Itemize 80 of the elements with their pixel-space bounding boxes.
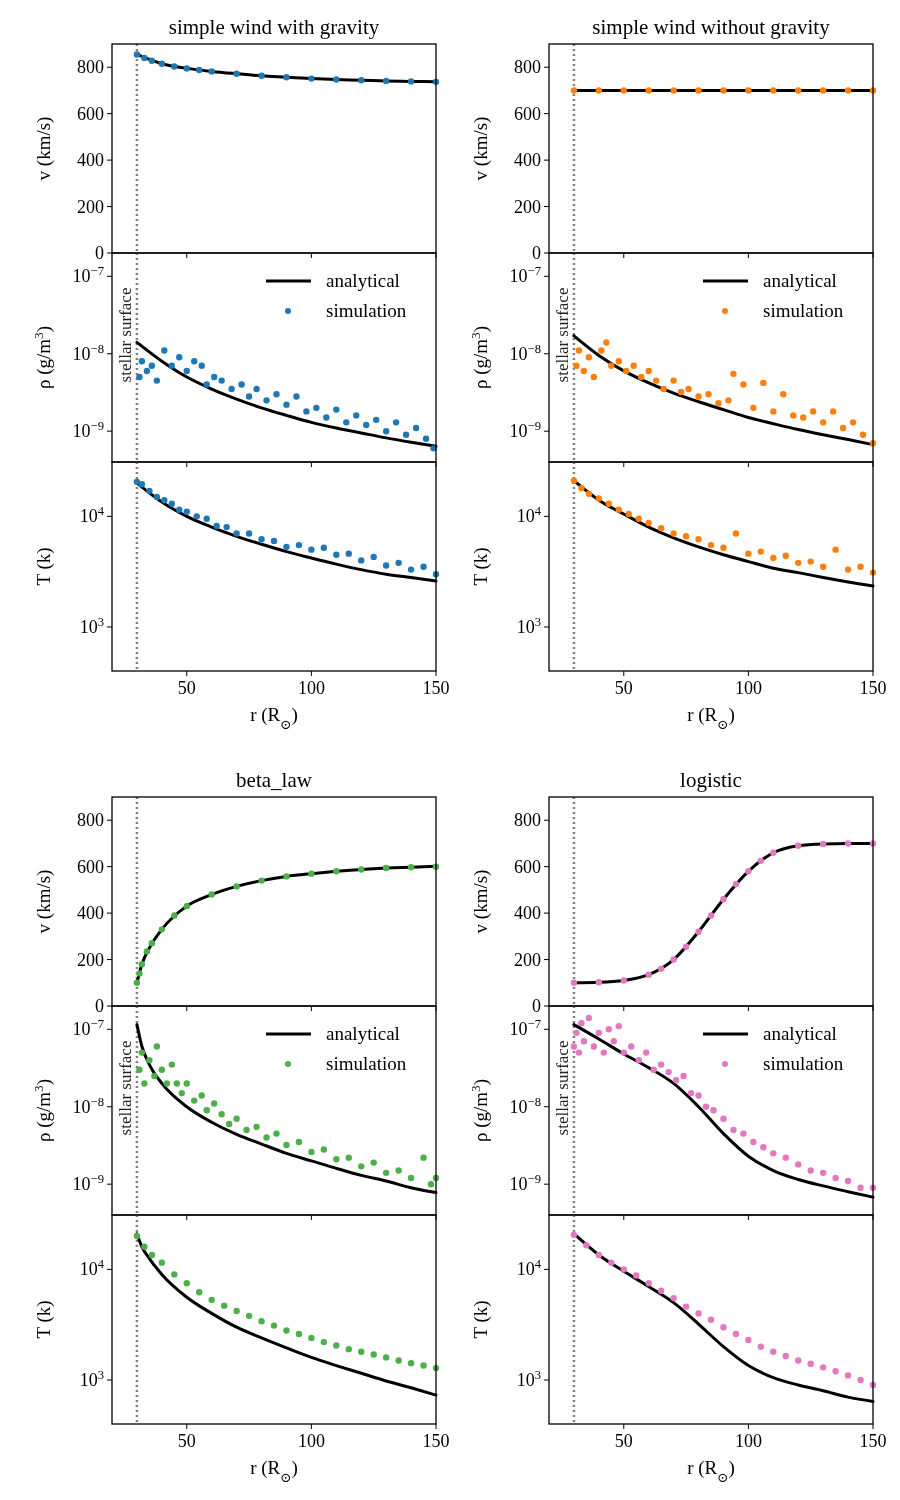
y-tick-label: 10$^{−8}$ [509,341,541,364]
y-tick-label: 10$^{−8}$ [72,1094,104,1117]
x-tick-label: 100 [297,1431,325,1451]
y-axis-title: v (km/s) [470,116,492,181]
y-tick-label: 200 [77,949,104,970]
ref-line-label: stellar surface [552,1040,572,1136]
y-tick-label: 10$^{4}$ [79,1257,105,1280]
chart-title: beta_law [236,768,313,792]
y-tick-label: 800 [77,810,104,831]
y-tick-label: 10$^{−8}$ [72,341,104,364]
ref-line-label: stellar surface [115,287,135,383]
y-axis-title: v (km/s) [33,116,55,181]
y-axis-title: T (k) [470,1300,492,1339]
x-tick-label: 100 [734,1431,762,1451]
x-axis-title: r (R$_{⊙}$) [687,704,735,732]
x-axis-title: r (R$_{⊙}$) [687,1457,735,1485]
y-tick-label: 600 [514,103,541,124]
y-tick-label: 400 [514,150,541,171]
y-axis-title: T (k) [470,547,492,586]
y-tick-label: 10$^{−9}$ [72,1172,104,1195]
y-tick-label: 800 [77,57,104,78]
x-tick-label: 50 [614,1431,633,1451]
y-tick-label: 0 [95,996,104,1016]
legend-label: simulation [326,300,407,321]
y-tick-label: 400 [514,903,541,924]
y-axis-title: v (km/s) [470,869,492,934]
legend-label: analytical [326,270,400,291]
chart-title: logistic [680,768,742,792]
y-tick-label: 400 [77,903,104,924]
x-tick-label: 150 [859,678,887,698]
y-axis-title: v (km/s) [33,869,55,934]
y-axis-title: T (k) [33,547,55,586]
chart-title: simple wind with gravity [168,15,380,39]
y-tick-label: 10$^{3}$ [79,614,104,637]
legend-label: analytical [326,1023,400,1044]
x-tick-label: 50 [614,678,633,698]
legend-label: simulation [326,1053,407,1074]
y-tick-label: 10$^{−7}$ [72,1017,104,1040]
y-tick-label: 800 [514,57,541,78]
legend-label: analytical [763,1023,837,1044]
x-tick-label: 50 [177,1431,196,1451]
y-tick-label: 600 [77,856,104,877]
x-tick-label: 100 [297,678,325,698]
legend-label: simulation [763,300,844,321]
y-tick-label: 0 [95,243,104,263]
y-tick-label: 10$^{−9}$ [509,419,541,442]
y-tick-label: 600 [77,103,104,124]
y-tick-label: 10$^{−8}$ [509,1094,541,1117]
legend-label: analytical [763,270,837,291]
y-tick-label: 0 [532,996,541,1016]
y-tick-label: 200 [77,196,104,217]
y-tick-label: 10$^{4}$ [516,1257,542,1280]
y-tick-label: 10$^{−7}$ [509,264,541,287]
ref-line-label: stellar surface [552,287,572,383]
ref-line-label: stellar surface [115,1040,135,1136]
x-tick-label: 150 [422,678,450,698]
x-axis-title: r (R$_{⊙}$) [250,704,298,732]
y-tick-label: 10$^{4}$ [516,504,542,527]
y-tick-label: 800 [514,810,541,831]
y-axis-title: T (k) [33,1300,55,1339]
x-tick-label: 50 [177,678,196,698]
y-tick-label: 10$^{3}$ [516,1367,541,1390]
chart-title: simple wind without gravity [592,15,831,39]
y-tick-label: 600 [514,856,541,877]
y-tick-label: 10$^{3}$ [516,614,541,637]
y-tick-label: 200 [514,196,541,217]
x-tick-label: 100 [734,678,762,698]
y-tick-label: 10$^{−7}$ [72,264,104,287]
x-tick-label: 150 [422,1431,450,1451]
y-tick-label: 10$^{−9}$ [72,419,104,442]
legend-label: simulation [763,1053,844,1074]
y-tick-label: 10$^{3}$ [79,1367,104,1390]
y-tick-label: 10$^{4}$ [79,504,105,527]
x-axis-title: r (R$_{⊙}$) [250,1457,298,1485]
y-tick-label: 200 [514,949,541,970]
y-tick-label: 0 [532,243,541,263]
x-tick-label: 150 [859,1431,887,1451]
y-tick-label: 10$^{−9}$ [509,1172,541,1195]
y-tick-label: 400 [77,150,104,171]
y-tick-label: 10$^{−7}$ [509,1017,541,1040]
